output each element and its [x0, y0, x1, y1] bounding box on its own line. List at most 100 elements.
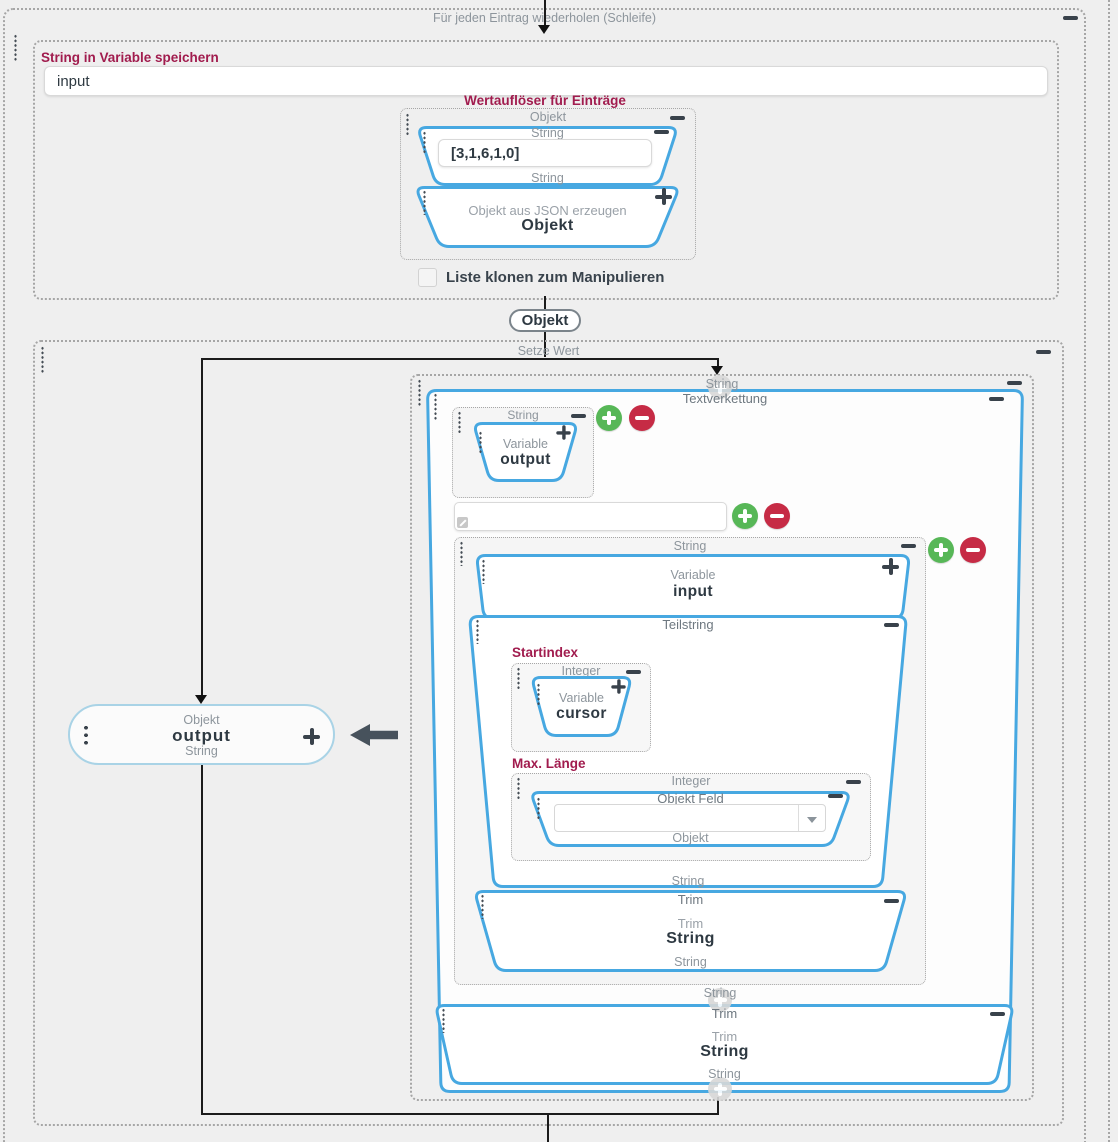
startindex-drag-handle[interactable]: [517, 667, 520, 689]
setze-wert-container: Setze Wert String Textverkettung String: [33, 340, 1064, 1142]
startindex-label: Startindex: [512, 645, 579, 660]
arrow-down-icon: [195, 695, 207, 704]
textverkettung-collapse-icon[interactable]: [989, 397, 1004, 401]
add-element-ghost-icon[interactable]: [708, 988, 732, 1012]
clone-list-checkbox[interactable]: [418, 268, 437, 287]
value-string-box-drag-handle[interactable]: [418, 379, 421, 406]
add-concat-item-button[interactable]: [928, 537, 954, 563]
wertaufloeser-drag-handle[interactable]: [406, 113, 409, 136]
variable-input-block: Variable input: [475, 554, 911, 620]
trim-outer-drag-handle[interactable]: [442, 1008, 445, 1033]
variable-cursor-drag-handle[interactable]: [537, 683, 540, 705]
value-string-box: String Textverkettung String: [410, 374, 1034, 1101]
clipped-container-edge: [1108, 0, 1118, 1142]
teilstring-output-type: String: [671, 874, 705, 888]
variable-label: Variable: [670, 568, 716, 582]
string-literal-block: String String: [416, 126, 679, 186]
startindex-collapse-icon[interactable]: [626, 670, 641, 674]
add-concat-item-button[interactable]: [596, 405, 622, 431]
string-literal-collapse-icon[interactable]: [654, 130, 669, 134]
variable-input-add-icon[interactable]: [881, 557, 900, 576]
output-variable-add-icon[interactable]: [302, 727, 321, 746]
add-element-ghost-icon[interactable]: [708, 1077, 732, 1101]
setze-wert-collapse-icon[interactable]: [1036, 350, 1051, 354]
wertaufloeser-box-type: Objekt: [529, 110, 567, 124]
trim-outer-block: Trim Trim String String: [434, 1004, 1015, 1085]
objekt-feld-select[interactable]: [554, 804, 826, 832]
variable-cursor-add-icon[interactable]: [610, 678, 626, 694]
json-to-object-add-icon[interactable]: [654, 187, 673, 206]
setze-wert-drag-handle[interactable]: [41, 346, 44, 373]
value-string-box-collapse-icon[interactable]: [1007, 381, 1022, 385]
concat-output-type: String: [703, 986, 737, 1000]
objekt-feld-collapse-icon[interactable]: [828, 794, 843, 798]
add-element-ghost-icon[interactable]: [708, 375, 732, 399]
variable-output-name: output: [500, 451, 551, 468]
setze-wert-title: Setze Wert: [517, 344, 580, 358]
json-to-object-drag-handle[interactable]: [423, 190, 426, 215]
objekt-feld-drag-handle[interactable]: [537, 797, 540, 819]
caret-down-icon: [807, 816, 817, 823]
concat-item1-drag-handle[interactable]: [458, 411, 461, 433]
variable-input-drag-handle[interactable]: [482, 559, 485, 584]
string-literal-type-top: String: [531, 126, 564, 140]
trim-inner-output-type: String: [674, 955, 707, 969]
objekt-feld-type-bottom: Objekt: [672, 831, 709, 845]
remove-concat-item-button[interactable]: [764, 503, 790, 529]
variable-output-add-icon[interactable]: [555, 424, 571, 440]
flow-line-mid1: [544, 296, 546, 310]
trim-outer-title: Trim: [711, 1006, 738, 1021]
teilstring-collapse-icon[interactable]: [884, 623, 899, 627]
branch-line-top: [202, 358, 719, 360]
startindex-box: Integer Variable cursor: [511, 663, 651, 752]
trim-outer-output-type: String: [708, 1067, 741, 1081]
trim-inner-drag-handle[interactable]: [481, 894, 484, 919]
loop-drag-handle[interactable]: [14, 34, 17, 61]
variable-input-name: input: [673, 583, 713, 600]
add-concat-item-button[interactable]: [732, 503, 758, 529]
variable-cursor-block: Variable cursor: [530, 676, 633, 737]
loop-collapse-icon[interactable]: [1063, 16, 1078, 20]
expand-input-icon[interactable]: [457, 517, 468, 528]
textverkettung-block: Textverkettung String Variable output: [426, 389, 1024, 1101]
dropdown-caret-zone[interactable]: [798, 805, 825, 831]
output-variable-drag-handle[interactable]: [84, 724, 88, 748]
flow-line-mid2: [544, 332, 546, 357]
concat-item3-drag-handle[interactable]: [460, 541, 463, 566]
arrow-down-icon: [538, 25, 550, 34]
concat-item1-collapse-icon[interactable]: [571, 414, 586, 418]
store-string-label: String in Variable speichern: [41, 50, 219, 65]
json-to-object-title: Objekt: [521, 217, 574, 234]
flow-line-top: [544, 0, 546, 27]
variable-cursor-name: cursor: [556, 705, 607, 722]
remove-concat-item-button[interactable]: [629, 405, 655, 431]
teilstring-drag-handle[interactable]: [476, 619, 479, 644]
string-literal-drag-handle[interactable]: [423, 131, 426, 153]
json-to-object-subtitle: Objekt aus JSON erzeugen: [468, 203, 627, 218]
value-flow-line: [717, 1097, 719, 1114]
wertaufloeser-collapse-icon[interactable]: [670, 116, 685, 120]
arrow-down-icon: [711, 366, 723, 375]
textverkettung-drag-handle[interactable]: [434, 393, 437, 420]
trim-outer-collapse-icon[interactable]: [990, 1012, 1005, 1016]
wertaufloeser-heading: Wertauflöser für Einträge: [464, 93, 626, 108]
output-flow-line: [201, 765, 203, 1114]
store-string-input[interactable]: [44, 66, 1048, 96]
output-variable-name: output: [172, 726, 231, 745]
concat-item3-collapse-icon[interactable]: [901, 544, 916, 548]
variable-output-drag-handle[interactable]: [479, 431, 482, 453]
json-to-object-block: Objekt aus JSON erzeugen Objekt: [414, 186, 681, 248]
max-laenge-box: Integer Objekt Feld: [511, 773, 871, 861]
max-laenge-drag-handle[interactable]: [517, 777, 520, 799]
output-variable-block[interactable]: Objekt output String: [68, 704, 335, 765]
variable-output-block: Variable output: [472, 422, 579, 482]
variable-label: Variable: [503, 437, 548, 451]
concat-item2-input[interactable]: [454, 502, 727, 531]
branch-line-left: [201, 358, 203, 697]
string-literal-input[interactable]: [438, 139, 652, 167]
max-laenge-collapse-icon[interactable]: [846, 780, 861, 784]
remove-concat-item-button[interactable]: [960, 537, 986, 563]
trim-inner-collapse-icon[interactable]: [884, 899, 899, 903]
clone-list-label: Liste klonen zum Manipulieren: [446, 269, 665, 286]
concat-item3-box: String Variable input Teilstring: [454, 537, 926, 985]
